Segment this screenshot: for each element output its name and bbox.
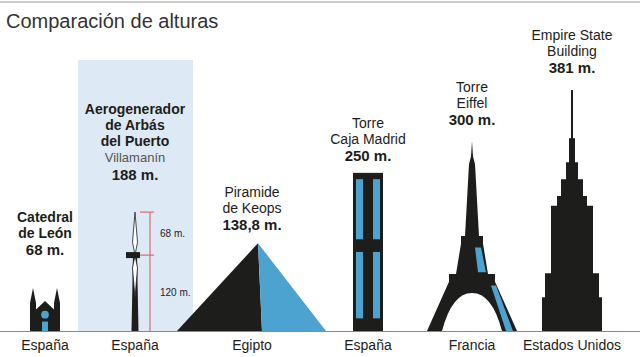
mark-0	[30, 288, 60, 331]
category-label: Aerogeneradorde Arbásdel Puerto	[85, 101, 186, 149]
annotation-line	[150, 212, 151, 255]
baseline	[0, 331, 640, 332]
eiffel-highlight	[475, 248, 486, 273]
turbine-annotation: 68 m. 120 m.	[140, 212, 191, 331]
highlight-band	[78, 60, 193, 331]
country-label: Francia	[449, 337, 496, 353]
mark-2	[177, 243, 326, 331]
tower-panel	[356, 179, 363, 239]
category-label-line: Aerogenerador	[85, 101, 186, 117]
mark-4	[427, 141, 517, 331]
country-label: España	[21, 337, 69, 353]
pyramid-right	[258, 243, 326, 331]
annotation-label: 68 m.	[160, 228, 185, 239]
tower-body	[353, 173, 383, 331]
value-label: 300 m.	[449, 111, 496, 128]
value-label: 250 m.	[345, 147, 392, 164]
category-label: Piramidede Keops	[222, 184, 281, 216]
annotation-line	[150, 255, 151, 331]
tower-panel	[356, 252, 363, 318]
rose-window	[41, 311, 49, 319]
turbine-tower	[132, 255, 139, 331]
annotation-tick	[140, 212, 154, 213]
tower-panel	[373, 252, 380, 318]
value-label: 68 m.	[26, 241, 64, 258]
category-label: Empire StateBuilding	[532, 27, 613, 59]
category-label-line: Caja Madrid	[330, 131, 405, 147]
empire-state	[542, 90, 602, 331]
cathedral	[30, 288, 60, 331]
category-label-line: Eiffel	[457, 95, 488, 111]
annotation-label: 120 m.	[160, 287, 191, 298]
value-label: 381 m.	[549, 59, 596, 76]
country-label: España	[344, 337, 392, 353]
category-label-line: de León	[18, 225, 72, 241]
value-label: 188 m.	[112, 166, 159, 183]
category-label-line: Torre	[456, 79, 488, 95]
category-label: Catedralde León	[17, 209, 73, 241]
portal	[42, 322, 48, 331]
value-label: 138,8 m.	[222, 216, 281, 233]
category-label-line: Building	[547, 43, 597, 59]
category-label-line: Empire State	[532, 27, 613, 43]
labels: Catedralde León68 m.EspañaAerogeneradord…	[17, 27, 621, 353]
annotation-tick	[140, 255, 154, 256]
turbine-nacelle	[126, 252, 140, 258]
category-label-line: Piramide	[224, 184, 279, 200]
turbine-blade	[133, 212, 138, 255]
category-label-line: Catedral	[17, 209, 73, 225]
category-label-line: de Arbás	[105, 117, 165, 133]
turbine-blade	[133, 255, 138, 298]
top-rule	[0, 2, 640, 3]
country-label: Egipto	[232, 337, 272, 353]
sublabel: Villamanín	[105, 150, 165, 165]
country-label: Estados Unidos	[523, 337, 621, 353]
mark-5	[542, 90, 602, 331]
category-label-line: Torre	[352, 115, 384, 131]
category-label-line: del Puerto	[101, 133, 169, 149]
eiffel-highlight	[491, 285, 513, 331]
mark-3	[353, 173, 383, 331]
title: Comparación de alturas	[6, 10, 218, 32]
category-label-line: de Keops	[222, 200, 281, 216]
marks	[30, 90, 602, 331]
tower-panel	[373, 179, 380, 239]
category-label: TorreEiffel	[456, 79, 488, 111]
category-label: TorreCaja Madrid	[330, 115, 405, 147]
country-label: España	[111, 337, 159, 353]
mark-1	[126, 212, 140, 331]
eiffel	[427, 141, 517, 331]
